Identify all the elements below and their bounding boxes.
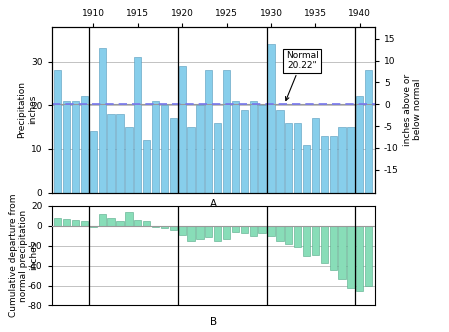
Bar <box>179 66 186 193</box>
Bar <box>134 220 141 226</box>
Bar <box>250 226 257 236</box>
Y-axis label: inches above or
below normal: inches above or below normal <box>403 73 422 146</box>
Bar <box>99 48 106 193</box>
Bar <box>339 226 346 279</box>
Bar <box>365 70 372 193</box>
Bar <box>90 226 97 227</box>
Y-axis label: Precipitation
inches: Precipitation inches <box>17 81 37 138</box>
Bar <box>90 131 97 193</box>
Bar <box>81 221 88 226</box>
Bar <box>232 101 239 193</box>
Bar <box>294 123 301 193</box>
Bar <box>54 218 62 226</box>
Bar <box>63 219 70 226</box>
Bar <box>205 70 212 193</box>
Bar <box>72 220 79 226</box>
Text: A: A <box>210 199 217 209</box>
Bar <box>356 226 363 290</box>
Bar <box>107 218 115 226</box>
Bar <box>125 127 132 193</box>
Bar <box>250 101 257 193</box>
Bar <box>285 123 292 193</box>
Bar <box>205 226 212 237</box>
Bar <box>116 221 123 226</box>
Bar <box>241 110 248 193</box>
Bar <box>214 226 221 241</box>
Bar <box>303 144 310 193</box>
Bar <box>259 226 266 233</box>
Text: B: B <box>210 317 217 327</box>
Bar <box>152 226 159 227</box>
Bar <box>143 221 150 226</box>
Bar <box>187 226 195 241</box>
Bar <box>107 114 115 193</box>
Bar <box>223 70 230 193</box>
Bar <box>259 105 266 193</box>
Bar <box>232 226 239 232</box>
Bar <box>267 226 275 236</box>
Bar <box>241 226 248 233</box>
Bar <box>321 226 328 263</box>
Bar <box>196 105 203 193</box>
Bar <box>81 97 88 193</box>
Bar <box>347 127 355 193</box>
Bar <box>170 118 177 193</box>
Bar <box>347 226 355 288</box>
Bar <box>285 226 292 244</box>
Text: Normal
20.22": Normal 20.22" <box>286 51 318 101</box>
Bar <box>330 136 337 193</box>
Bar <box>276 226 283 241</box>
Bar <box>303 226 310 256</box>
Y-axis label: Cumulative departure from
normal precipitation
inches: Cumulative departure from normal precipi… <box>9 194 39 317</box>
Bar <box>170 226 177 230</box>
Bar <box>312 226 319 255</box>
Bar <box>276 110 283 193</box>
Bar <box>356 97 363 193</box>
Bar <box>321 136 328 193</box>
Bar <box>116 114 123 193</box>
Bar <box>134 57 141 193</box>
Bar <box>99 214 106 226</box>
Bar <box>161 105 168 193</box>
Bar <box>223 226 230 239</box>
Bar <box>179 226 186 235</box>
Bar <box>72 101 79 193</box>
Bar <box>267 44 275 193</box>
Bar <box>214 123 221 193</box>
Bar <box>152 101 159 193</box>
Bar <box>161 226 168 228</box>
Bar <box>63 101 70 193</box>
Bar <box>125 212 132 226</box>
Bar <box>339 127 346 193</box>
Bar <box>365 226 372 286</box>
Bar <box>294 226 301 247</box>
Bar <box>196 226 203 239</box>
Bar <box>54 70 62 193</box>
Bar <box>143 140 150 193</box>
Bar <box>330 226 337 270</box>
Bar <box>312 118 319 193</box>
Bar <box>187 127 195 193</box>
